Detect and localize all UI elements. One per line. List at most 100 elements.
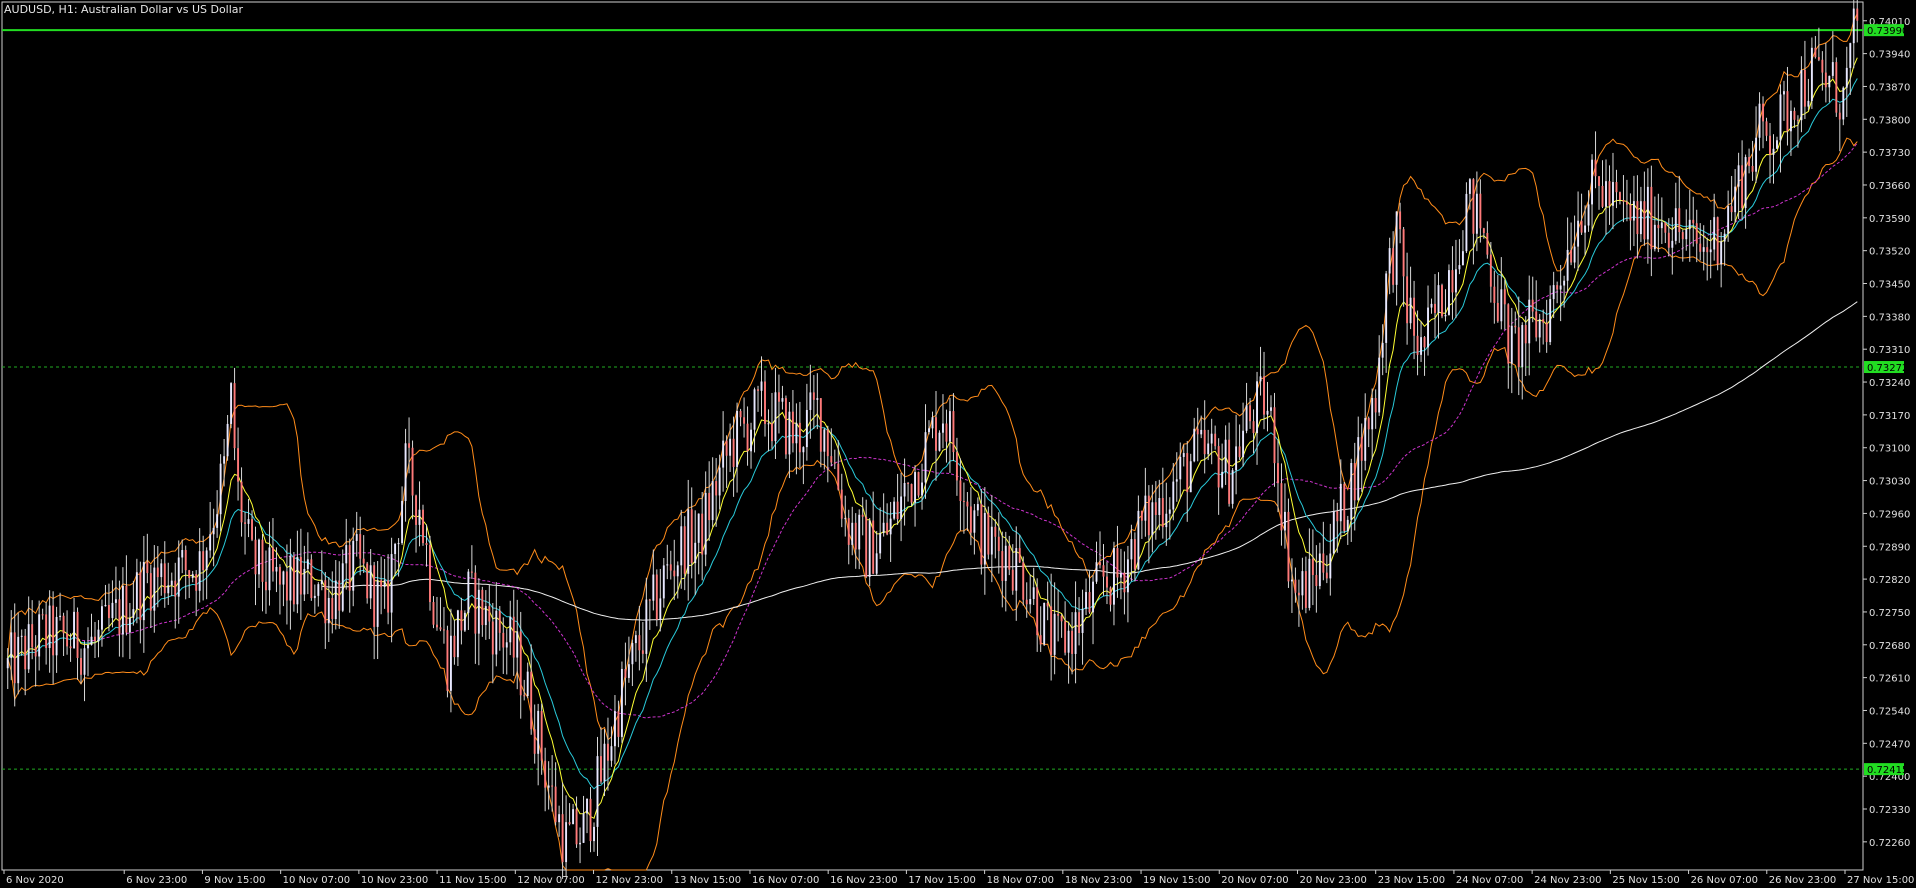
candle-body (156, 567, 159, 578)
candle (1381, 324, 1384, 376)
candle-body (1018, 548, 1021, 563)
candle (1329, 523, 1332, 596)
candle-body (1304, 571, 1307, 608)
candle (1688, 190, 1691, 262)
candle-body (216, 514, 219, 528)
candle (1741, 140, 1744, 220)
candle-body (73, 611, 76, 649)
candle (177, 540, 180, 624)
candle-body (1674, 208, 1677, 241)
price-badge: 0.72415 (1864, 763, 1908, 776)
candle (1343, 482, 1346, 534)
candle (1029, 574, 1032, 614)
candle (153, 545, 156, 633)
price-axis[interactable]: 0.74010 0.73940 0.73870 0.73800 0.73730 0.736… (1863, 17, 1910, 849)
candle (1290, 558, 1293, 613)
candle (1409, 266, 1412, 330)
candle-body (819, 398, 822, 452)
candle (760, 356, 763, 417)
candle-body (348, 545, 351, 591)
candle-body (376, 580, 379, 627)
candle (924, 404, 927, 499)
candle-body (1297, 592, 1300, 596)
candle (561, 782, 564, 879)
candle-body (1290, 579, 1293, 582)
candle-body (55, 616, 58, 656)
candle-body (488, 606, 491, 622)
candle-body (1559, 285, 1562, 290)
candle-body (781, 398, 784, 402)
candle-body (251, 519, 253, 540)
candle-body (533, 729, 536, 754)
candle-body (767, 423, 770, 425)
candle-body (66, 633, 69, 647)
candle (1399, 202, 1402, 244)
candle-body (505, 642, 508, 648)
candle (149, 564, 152, 628)
x-tick-label: 17 Nov 15:00 (908, 875, 975, 886)
candle (666, 544, 669, 580)
candle-body (1172, 481, 1175, 510)
candle-body (275, 566, 278, 572)
candle (327, 577, 330, 642)
candle (575, 796, 578, 848)
candle (551, 755, 554, 812)
candle (767, 409, 770, 452)
candle-body (1639, 201, 1642, 235)
candle (355, 511, 358, 557)
candle (477, 578, 480, 666)
candle (589, 787, 592, 853)
candle (1378, 335, 1381, 416)
candle (1632, 175, 1635, 247)
candle-body (942, 423, 944, 433)
candle-body (477, 589, 480, 634)
candle (69, 633, 72, 662)
candle (830, 428, 833, 467)
candle-body (879, 532, 882, 554)
candle (962, 482, 965, 534)
candle-body (191, 574, 194, 579)
candle (1420, 321, 1423, 362)
horizontal-lines[interactable] (2, 29, 1863, 770)
candle (659, 568, 662, 632)
candle (903, 458, 906, 526)
candle (617, 700, 620, 748)
candle (251, 510, 253, 542)
candle-body (1350, 462, 1353, 520)
candle-body (1388, 248, 1391, 274)
candle (502, 617, 505, 674)
candle-body (641, 650, 644, 654)
y-tick-label: 0.73170 (1869, 411, 1910, 422)
candle (798, 401, 801, 469)
candle (401, 486, 404, 545)
candle (1210, 418, 1213, 465)
candle-body (812, 392, 815, 400)
candle-body (1720, 241, 1723, 265)
candle-body (135, 572, 138, 610)
candle (226, 415, 229, 461)
candle (896, 473, 899, 525)
candle-body (858, 514, 861, 550)
candle (282, 570, 285, 607)
candle-body (59, 615, 62, 617)
time-axis[interactable]: 6 Nov 2020 6 Nov 23:00 9 Nov 15:00 10 Nov 0… (3, 870, 1914, 886)
candle (791, 390, 794, 453)
candle (1793, 107, 1796, 128)
candle-body (889, 518, 892, 535)
candle-body (1036, 587, 1039, 636)
candle (1479, 179, 1482, 243)
candle-body (624, 668, 627, 678)
candle (1810, 37, 1813, 109)
x-tick-label: 18 Nov 23:00 (1065, 875, 1132, 886)
candle-body (945, 423, 948, 442)
candle-body (729, 438, 732, 456)
candle (59, 592, 62, 621)
candle (1357, 416, 1360, 501)
candle (1448, 264, 1450, 316)
x-tick-label: 23 Nov 15:00 (1378, 875, 1445, 886)
candle (1374, 389, 1377, 429)
candle-body (760, 381, 763, 391)
candle-body (1245, 405, 1248, 431)
